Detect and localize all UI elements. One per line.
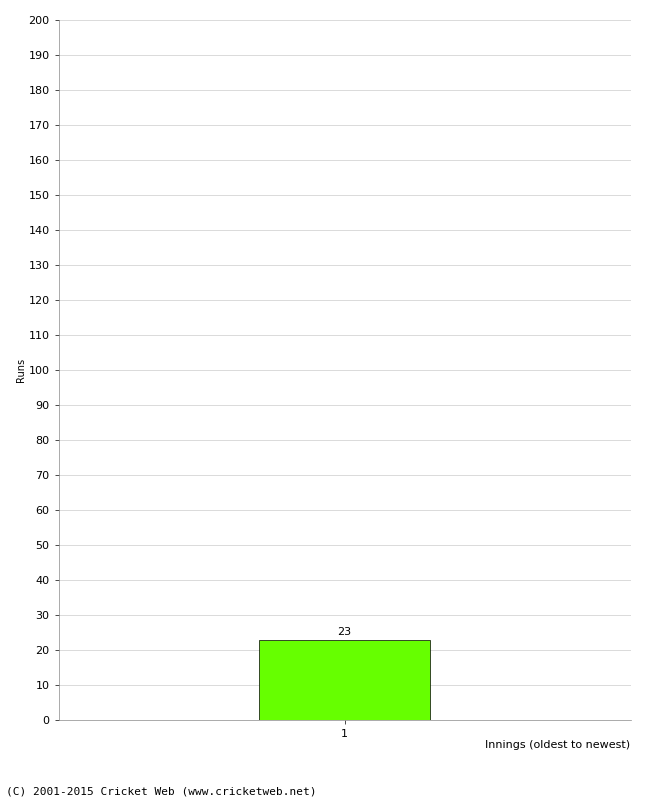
Text: (C) 2001-2015 Cricket Web (www.cricketweb.net): (C) 2001-2015 Cricket Web (www.cricketwe… xyxy=(6,786,317,796)
Bar xyxy=(259,639,430,720)
Text: 23: 23 xyxy=(337,626,352,637)
Y-axis label: Runs: Runs xyxy=(16,358,25,382)
Text: Innings (oldest to newest): Innings (oldest to newest) xyxy=(486,740,630,750)
